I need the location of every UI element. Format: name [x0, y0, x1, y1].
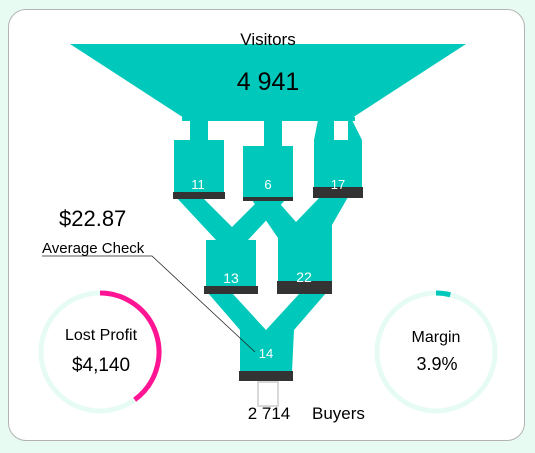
stage-bar-1 [173, 192, 225, 199]
funnel-shapes [70, 44, 466, 407]
stage-value-4: 13 [223, 270, 239, 286]
buyers-label: Buyers [312, 404, 365, 423]
average-check-leader [42, 255, 256, 353]
stage-bar-6 [239, 371, 293, 381]
margin-ring: Margin 3.9% [374, 290, 498, 414]
lost-profit-value: $4,140 [72, 355, 130, 376]
visitors-value: 4 941 [237, 68, 300, 96]
stage-value-5: 22 [296, 269, 312, 285]
funnel-post-center [243, 120, 293, 197]
funnel-outlet [257, 381, 279, 407]
stage-bar-4 [204, 286, 258, 294]
margin-value: 3.9% [416, 354, 457, 374]
margin-arc [435, 290, 451, 298]
margin-label: Margin [412, 329, 461, 346]
funnel-band [182, 117, 355, 121]
margin-ring-track [374, 290, 498, 414]
stage-bar-5 [277, 281, 332, 294]
buyers-value: 2 714 [248, 404, 291, 423]
funnel-post-left [174, 120, 224, 195]
stage-bar-3 [313, 187, 363, 198]
stage-value-6: 14 [259, 346, 273, 361]
stage-value-2: 6 [264, 177, 271, 192]
average-check-label: Average Check [42, 240, 145, 257]
funnel-y [208, 293, 326, 372]
average-check-value: $22.87 [59, 206, 126, 231]
stage-value-1: 11 [191, 177, 205, 192]
visitors-label: Visitors [240, 30, 295, 49]
lost-profit-arc [99, 290, 162, 402]
funnel-post-right [314, 120, 362, 195]
funnel-top [70, 44, 466, 118]
lost-profit-ring: Lost Profit $4,140 [38, 290, 162, 414]
funnel-v-right [250, 197, 348, 284]
funnel-v-left [176, 197, 288, 290]
stage-value-3: 17 [331, 177, 345, 192]
stage-bar-2 [243, 197, 293, 201]
lost-profit-label: Lost Profit [65, 327, 138, 344]
